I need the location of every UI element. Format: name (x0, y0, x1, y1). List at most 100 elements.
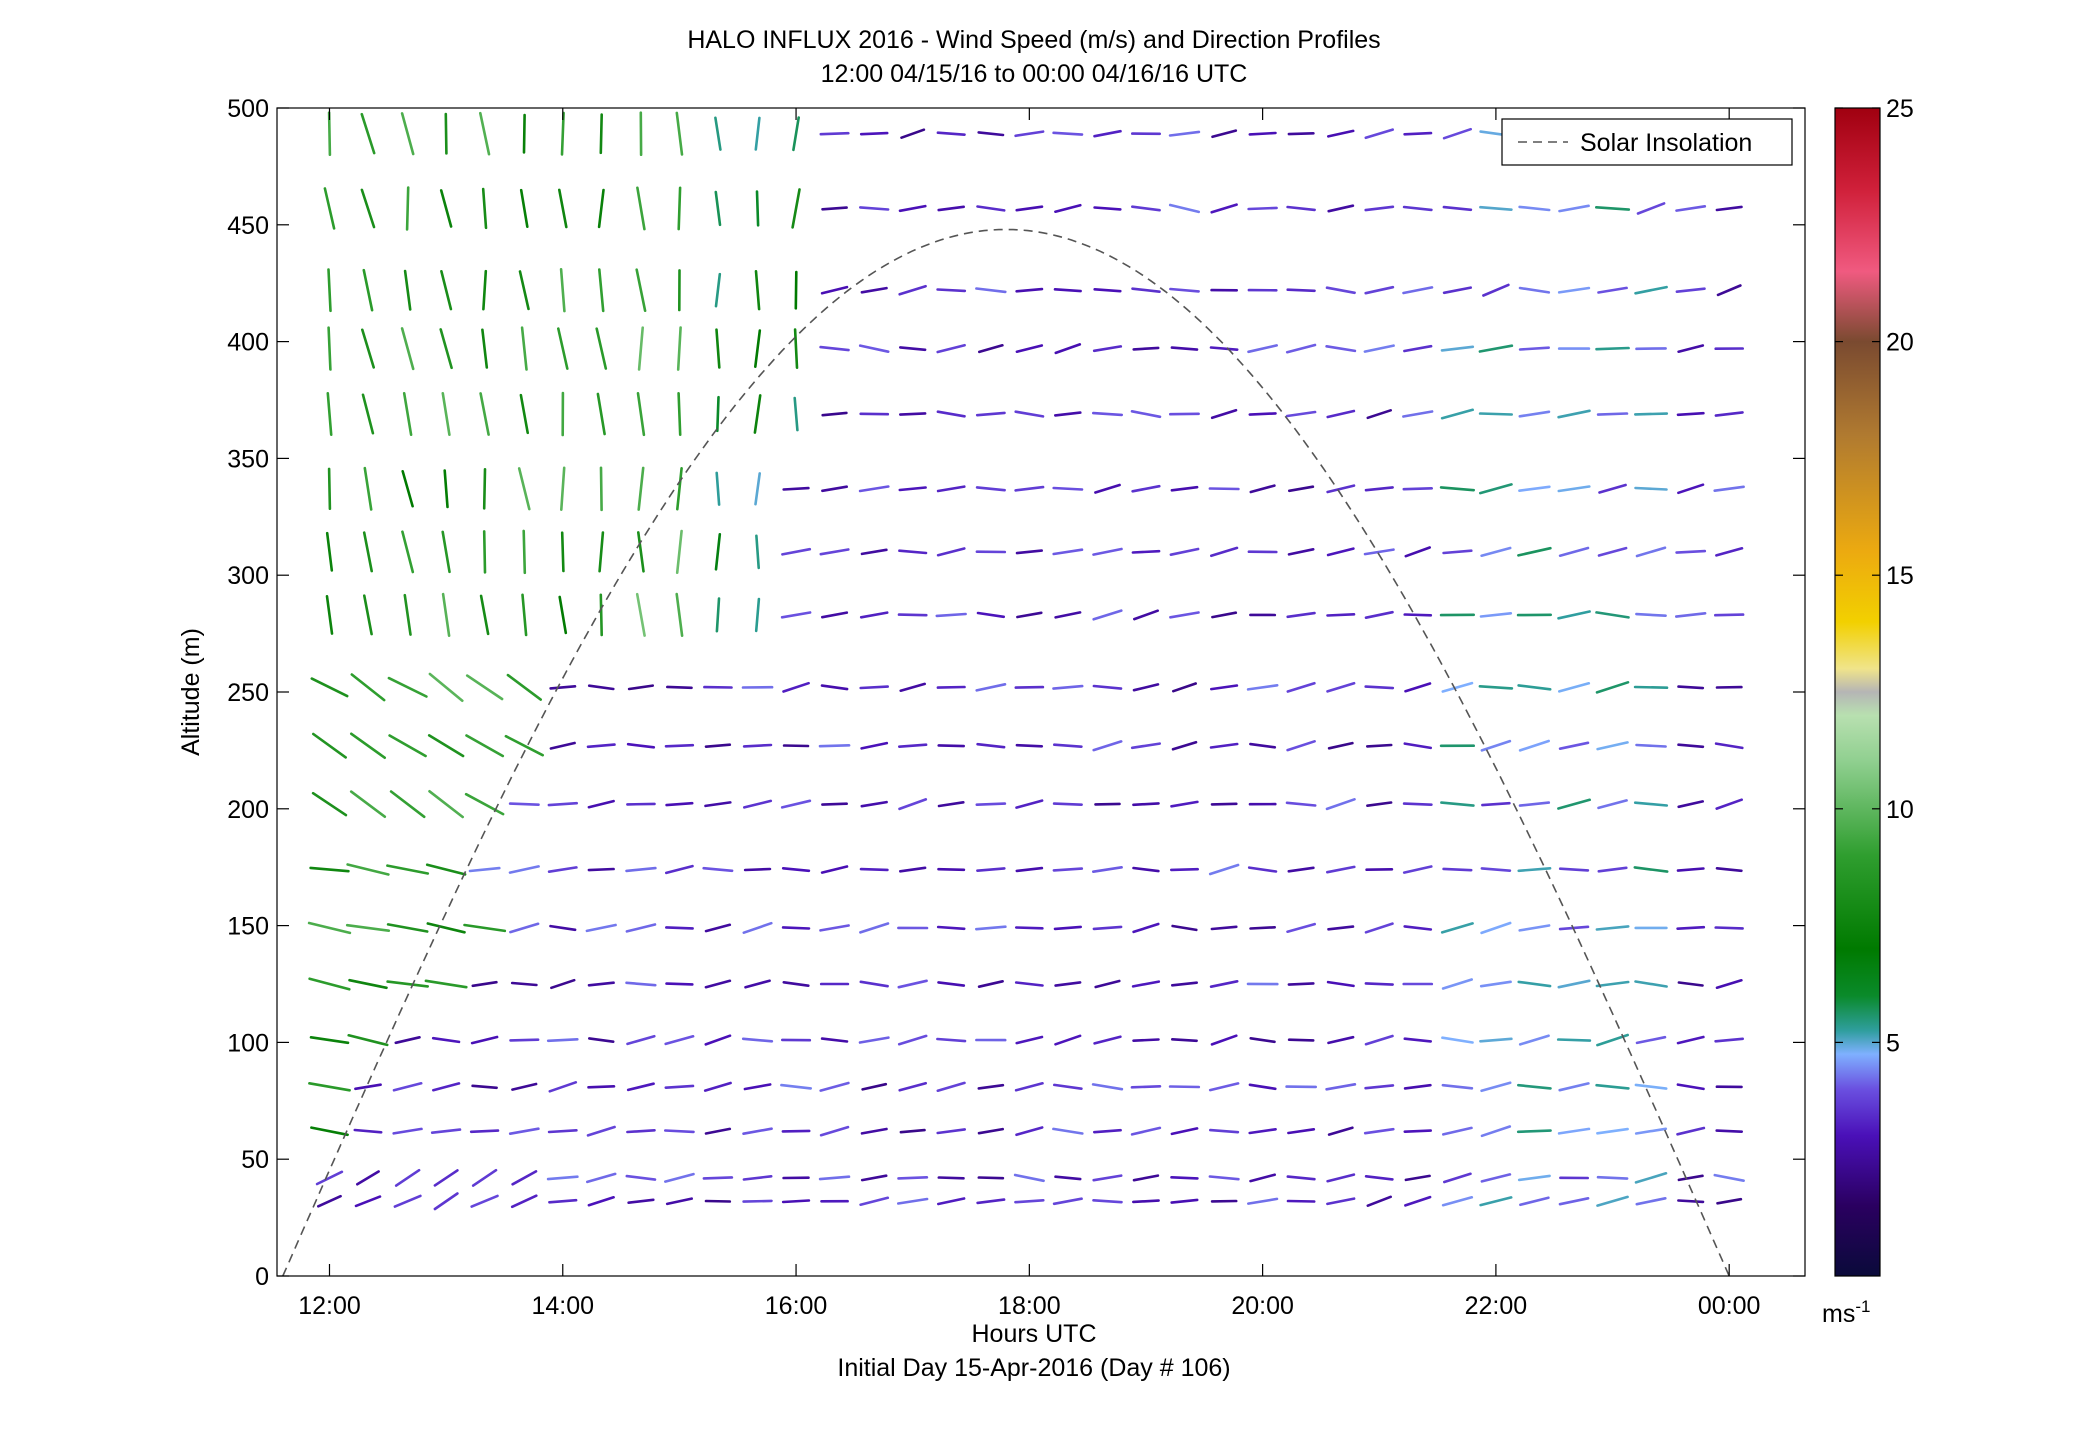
wind-barb (717, 397, 718, 431)
wind-barb (666, 927, 692, 928)
wind-barb (627, 1130, 654, 1132)
wind-barb (1170, 1087, 1199, 1088)
wind-barb (1635, 414, 1667, 415)
colorbar-tick-label: 10 (1886, 796, 1914, 824)
wind-barb (667, 687, 691, 688)
wind-barb (511, 1040, 539, 1041)
wind-barb (1250, 413, 1276, 414)
wind-barb (1172, 1039, 1196, 1041)
wind-barb (1054, 488, 1082, 490)
wind-barb (757, 192, 758, 226)
wind-barb (666, 1086, 693, 1088)
wind-barb (524, 531, 525, 573)
wind-barb (484, 469, 485, 508)
wind-barb (939, 869, 964, 870)
wind-barb (1597, 348, 1629, 349)
wind-barb (1678, 927, 1704, 929)
wind-barb (1678, 413, 1703, 415)
legend: Solar Insolation (1502, 119, 1792, 165)
wind-barb (1055, 289, 1081, 291)
wind-barb (1444, 869, 1472, 870)
wind-barb (821, 133, 849, 134)
wind-barb (938, 290, 965, 291)
wind-barb (549, 1130, 576, 1132)
wind-barb (796, 272, 797, 308)
wind-barb (1133, 551, 1159, 552)
wind-barb (979, 1178, 1003, 1179)
wind-barb (900, 413, 925, 414)
wind-barb (524, 115, 525, 152)
wind-barb (1518, 1131, 1550, 1132)
wind-barb (1678, 1201, 1703, 1202)
wind-barb (329, 328, 331, 370)
wind-barb (1133, 1201, 1158, 1202)
wind-barb (939, 745, 964, 746)
y-tick-label: 450 (227, 212, 269, 240)
wind-barb (783, 1201, 809, 1203)
wind-barb (1404, 804, 1431, 805)
x-axis-label: Hours UTC (971, 1320, 1096, 1348)
y-tick-label: 250 (227, 679, 269, 707)
wind-barb (679, 188, 680, 229)
wind-barb (977, 804, 1005, 805)
wind-barb (861, 133, 887, 134)
wind-barb (1405, 1131, 1431, 1132)
wind-barb (1636, 614, 1665, 616)
colorbar-scale (1835, 108, 1880, 1276)
wind-barb (1328, 614, 1355, 615)
wind-barb (820, 745, 849, 746)
wind-barb (666, 745, 693, 746)
wind-barb (667, 984, 693, 985)
wind-barb (1367, 745, 1391, 746)
wind-barb (446, 114, 447, 153)
wind-barb (939, 1178, 964, 1179)
wind-barb (1288, 1201, 1314, 1202)
wind-barb (1404, 488, 1432, 489)
wind-barb (861, 869, 887, 870)
wind-barb (1715, 615, 1743, 616)
wind-barb (861, 687, 888, 688)
colorbar-unit-exponent: -1 (1855, 1297, 1870, 1316)
colorbar-tick-label: 5 (1886, 1029, 1900, 1057)
x-tick-label: 18:00 (998, 1292, 1061, 1320)
wind-barb (1598, 414, 1627, 415)
chart-title: HALO INFLUX 2016 - Wind Speed (m/s) and … (687, 26, 1380, 54)
wind-barb (407, 188, 408, 230)
y-tick-label: 100 (227, 1029, 269, 1057)
wind-barb (1093, 413, 1121, 415)
wind-barb (1016, 928, 1042, 929)
wind-barb (601, 115, 602, 153)
wind-barb (783, 927, 809, 928)
wind-barb (1171, 869, 1197, 870)
wind-barb (823, 208, 847, 210)
x-tick-label: 00:00 (1698, 1292, 1761, 1320)
wind-barb (1134, 348, 1159, 350)
wind-barb (1637, 745, 1666, 747)
wind-barb (1289, 983, 1313, 984)
wind-barb (938, 927, 964, 929)
wind-barb (1017, 745, 1042, 746)
y-tick-label: 300 (227, 562, 269, 590)
wind-barb (601, 595, 602, 635)
y-axis-label: Altitude (m) (177, 628, 205, 756)
wind-barb (1520, 348, 1549, 350)
wind-barb (1717, 1131, 1742, 1132)
wind-barb (899, 1177, 927, 1178)
wind-barb (1405, 133, 1431, 134)
legend-solar-label: Solar Insolation (1580, 129, 1752, 157)
wind-barb (744, 745, 771, 746)
wind-barb (1134, 1040, 1159, 1041)
wind-barb (1288, 290, 1315, 291)
colorbar-tick-label: 15 (1886, 562, 1914, 590)
colorbar-tick-label: 20 (1886, 329, 1914, 357)
wind-barb (1480, 414, 1512, 415)
y-tick-label: 50 (241, 1146, 269, 1174)
wind-barb (1598, 1177, 1627, 1178)
wind-barb (329, 469, 330, 509)
wind-barb (1054, 804, 1082, 805)
wind-barb (510, 804, 538, 805)
wind-barb (1560, 869, 1588, 871)
y-tick-label: 500 (227, 95, 269, 123)
wind-barb (704, 1177, 732, 1178)
wind-barb (601, 468, 602, 510)
